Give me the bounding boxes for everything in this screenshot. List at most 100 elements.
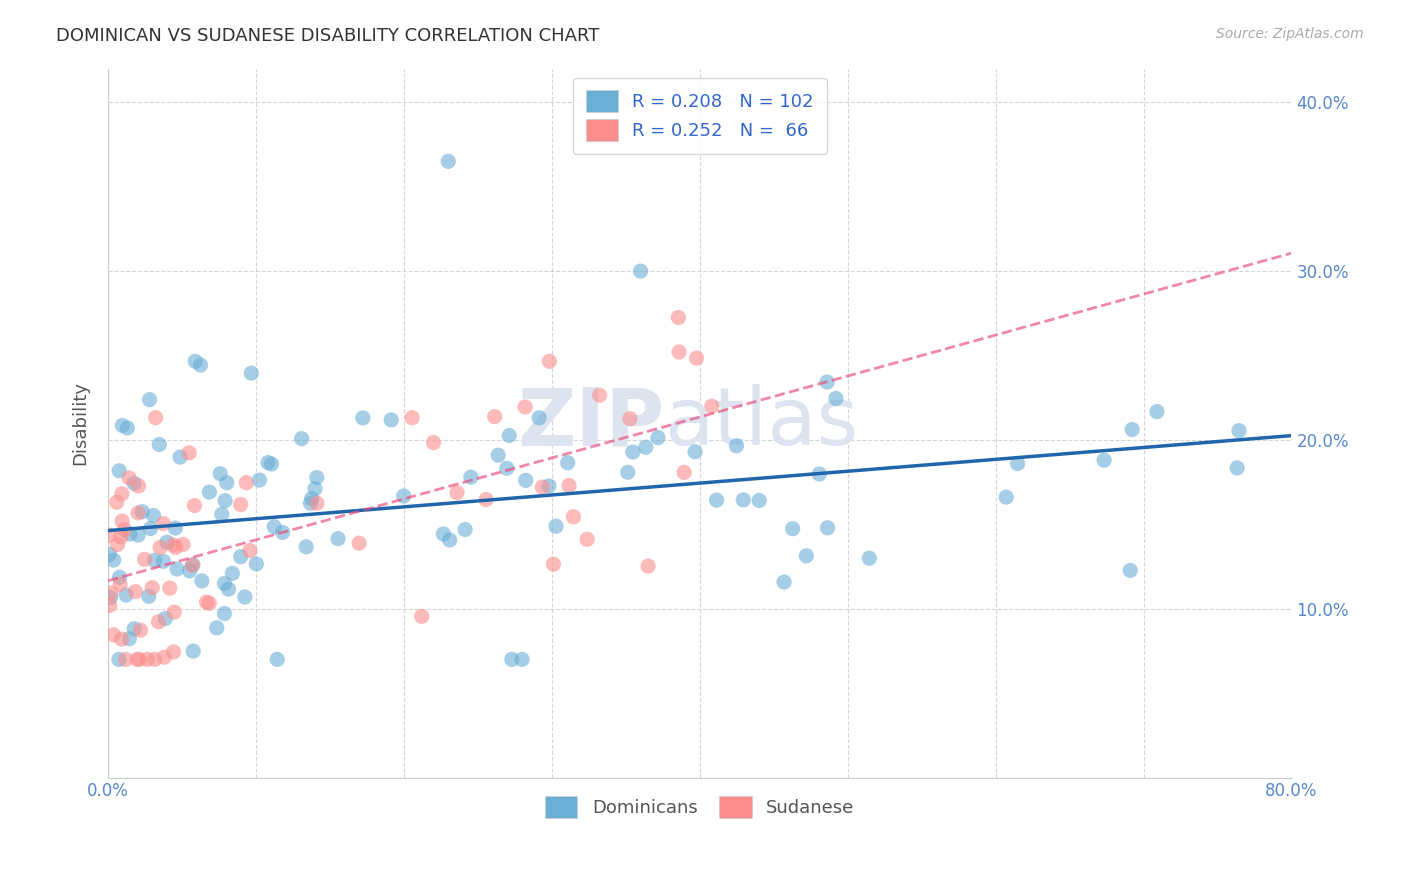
Point	[181, 558, 204, 573]
Point	[129, 623, 152, 637]
Point	[131, 505, 153, 519]
Point	[260, 457, 283, 471]
Point	[198, 596, 221, 610]
Point	[538, 354, 561, 368]
Point	[1121, 422, 1143, 436]
Point	[152, 554, 174, 568]
Point	[141, 581, 163, 595]
Point	[439, 533, 461, 547]
Point	[221, 566, 243, 581]
Point	[163, 605, 186, 619]
Point	[446, 485, 468, 500]
Point	[666, 310, 689, 325]
Point	[165, 521, 187, 535]
Point	[165, 541, 187, 555]
Point	[291, 432, 314, 446]
Point	[107, 537, 129, 551]
Point	[122, 622, 145, 636]
Point	[748, 493, 770, 508]
Point	[773, 575, 796, 590]
Text: atlas: atlas	[664, 384, 859, 462]
Point	[103, 553, 125, 567]
Point	[214, 607, 236, 621]
Point	[143, 652, 166, 666]
Point	[108, 570, 131, 584]
Point	[127, 506, 149, 520]
Point	[108, 577, 131, 591]
Point	[562, 509, 585, 524]
Point	[114, 523, 136, 537]
Point	[209, 467, 232, 481]
Point	[98, 548, 121, 562]
Point	[1146, 404, 1168, 418]
Point	[179, 446, 201, 460]
Point	[239, 543, 262, 558]
Point	[142, 508, 165, 523]
Point	[245, 557, 267, 571]
Point	[486, 448, 509, 462]
Point	[498, 428, 520, 442]
Point	[183, 499, 205, 513]
Point	[118, 471, 141, 485]
Point	[295, 540, 318, 554]
Point	[172, 537, 194, 551]
Point	[619, 411, 641, 425]
Point	[271, 525, 294, 540]
Point	[191, 574, 214, 588]
Point	[558, 478, 581, 492]
Point	[108, 652, 131, 666]
Point	[1007, 457, 1029, 471]
Point	[179, 564, 201, 578]
Point	[128, 479, 150, 493]
Point	[181, 558, 204, 572]
Point	[634, 440, 657, 454]
Point	[305, 470, 328, 484]
Point	[501, 652, 523, 666]
Point	[817, 521, 839, 535]
Point	[233, 590, 256, 604]
Point	[411, 609, 433, 624]
Point	[148, 615, 170, 629]
Point	[304, 482, 326, 496]
Point	[527, 410, 550, 425]
Point	[108, 464, 131, 478]
Point	[117, 421, 139, 435]
Point	[815, 375, 838, 389]
Point	[136, 652, 159, 666]
Point	[380, 413, 402, 427]
Point	[153, 650, 176, 665]
Point	[143, 553, 166, 567]
Point	[266, 652, 288, 666]
Point	[257, 456, 280, 470]
Point	[98, 599, 121, 613]
Point	[1227, 424, 1250, 438]
Point	[198, 485, 221, 500]
Point	[149, 541, 172, 555]
Point	[205, 621, 228, 635]
Point	[543, 557, 565, 571]
Point	[347, 536, 370, 550]
Point	[211, 508, 233, 522]
Point	[156, 535, 179, 549]
Point	[263, 520, 285, 534]
Point	[229, 498, 252, 512]
Point	[138, 392, 160, 407]
Point	[98, 528, 121, 542]
Point	[460, 470, 482, 484]
Point	[326, 532, 349, 546]
Point	[159, 581, 181, 595]
Point	[235, 475, 257, 490]
Point	[475, 492, 498, 507]
Point	[127, 652, 149, 666]
Point	[782, 522, 804, 536]
Point	[392, 489, 415, 503]
Point	[706, 493, 728, 508]
Point	[588, 388, 610, 402]
Point	[725, 439, 748, 453]
Point	[401, 410, 423, 425]
Point	[825, 392, 848, 406]
Point	[432, 527, 454, 541]
Point	[544, 519, 567, 533]
Point	[105, 495, 128, 509]
Point	[510, 652, 533, 666]
